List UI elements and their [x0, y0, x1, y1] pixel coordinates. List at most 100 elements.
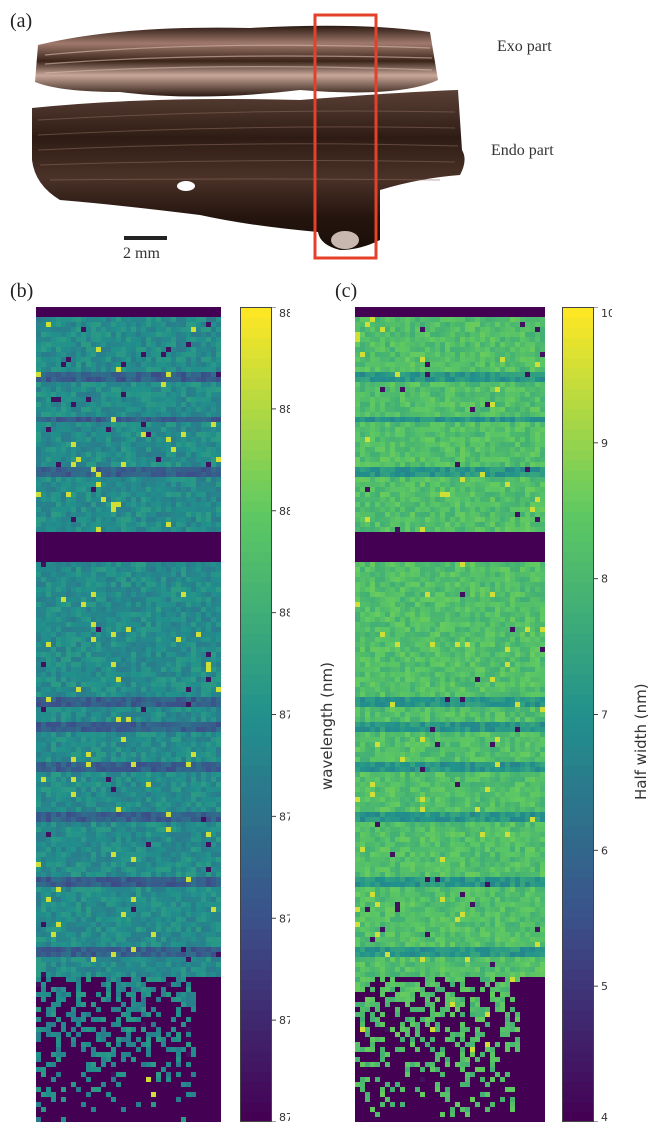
map-cell [216, 397, 221, 402]
map-cell [111, 527, 116, 532]
map-cell [136, 797, 141, 802]
map-cell [121, 652, 126, 657]
map-cell [146, 907, 151, 912]
map-cell [121, 472, 126, 477]
map-cell [166, 732, 171, 737]
map-cell [166, 797, 171, 802]
map-cell [46, 367, 51, 372]
map-cell [161, 757, 166, 762]
map-cell [86, 1092, 91, 1097]
map-cell [161, 747, 166, 752]
map-cell [56, 562, 61, 567]
map-cell [76, 397, 81, 402]
map-cell [91, 957, 96, 962]
map-cell [71, 802, 76, 807]
map-cell [76, 402, 81, 407]
map-cell [211, 452, 216, 457]
map-cell [51, 397, 56, 402]
map-cell [46, 507, 51, 512]
map-cell [151, 732, 156, 737]
map-cell [81, 317, 86, 322]
map-cell [141, 372, 146, 377]
map-cell [161, 972, 166, 977]
map-cell [156, 812, 161, 817]
map-cell [201, 602, 206, 607]
map-cell [131, 957, 136, 962]
map-cell [171, 737, 176, 742]
map-cell [156, 857, 161, 862]
map-cell [91, 887, 96, 892]
map-cell [126, 822, 131, 827]
map-cell [146, 597, 151, 602]
map-cell [161, 697, 166, 702]
map-cell [111, 812, 116, 817]
map-cell [196, 512, 201, 517]
map-cell [181, 512, 186, 517]
map-cell [86, 492, 91, 497]
map-cell [126, 927, 131, 932]
map-cell [46, 897, 51, 902]
map-cell [156, 322, 161, 327]
map-cell [126, 897, 131, 902]
map-cell [96, 317, 101, 322]
map-cell [106, 497, 111, 502]
map-cell [216, 332, 221, 337]
map-cell [56, 917, 61, 922]
map-cell [126, 497, 131, 502]
map-cell [86, 867, 91, 872]
map-cell [161, 1042, 166, 1047]
map-cell [116, 982, 121, 987]
map-cell [61, 1027, 66, 1032]
map-cell [131, 717, 136, 722]
map-cell [61, 567, 66, 572]
map-cell [81, 567, 86, 572]
map-cell [206, 812, 211, 817]
map-cell [141, 482, 146, 487]
map-cell [131, 622, 136, 627]
map-cell [181, 602, 186, 607]
map-cell [101, 732, 106, 737]
map-cell [81, 572, 86, 577]
map-cell [171, 792, 176, 797]
map-cell [161, 472, 166, 477]
map-cell [126, 587, 131, 592]
map-cell [181, 847, 186, 852]
map-cell [206, 792, 211, 797]
map-cell [141, 1012, 146, 1017]
map-cell [111, 827, 116, 832]
map-cell [211, 962, 216, 967]
map-cell [131, 962, 136, 967]
map-cell [51, 932, 56, 937]
map-cell [161, 337, 166, 342]
map-cell [211, 937, 216, 942]
map-cell [106, 792, 111, 797]
map-cell [36, 847, 41, 852]
map-cell [36, 427, 41, 432]
map-cell [156, 722, 161, 727]
map-cell [166, 422, 171, 427]
map-cell [81, 852, 86, 857]
map-cell [191, 522, 196, 527]
map-cell [76, 732, 81, 737]
map-cell [181, 712, 186, 717]
map-cell [121, 407, 126, 412]
map-cell [111, 717, 116, 722]
map-cell [176, 372, 181, 377]
map-cell [161, 597, 166, 602]
map-cell [46, 387, 51, 392]
map-cell [196, 527, 201, 532]
map-cell [196, 967, 201, 972]
map-cell [191, 827, 196, 832]
map-cell [116, 802, 121, 807]
map-cell [81, 722, 86, 727]
map-cell [166, 607, 171, 612]
map-cell [166, 522, 171, 527]
map-cell [156, 742, 161, 747]
map-cell [146, 727, 151, 732]
map-cell [206, 607, 211, 612]
map-cell [106, 617, 111, 622]
map-cell [176, 477, 181, 482]
map-cell [191, 932, 196, 937]
map-cell [136, 647, 141, 652]
exo-part-label: Exo part [497, 38, 552, 55]
